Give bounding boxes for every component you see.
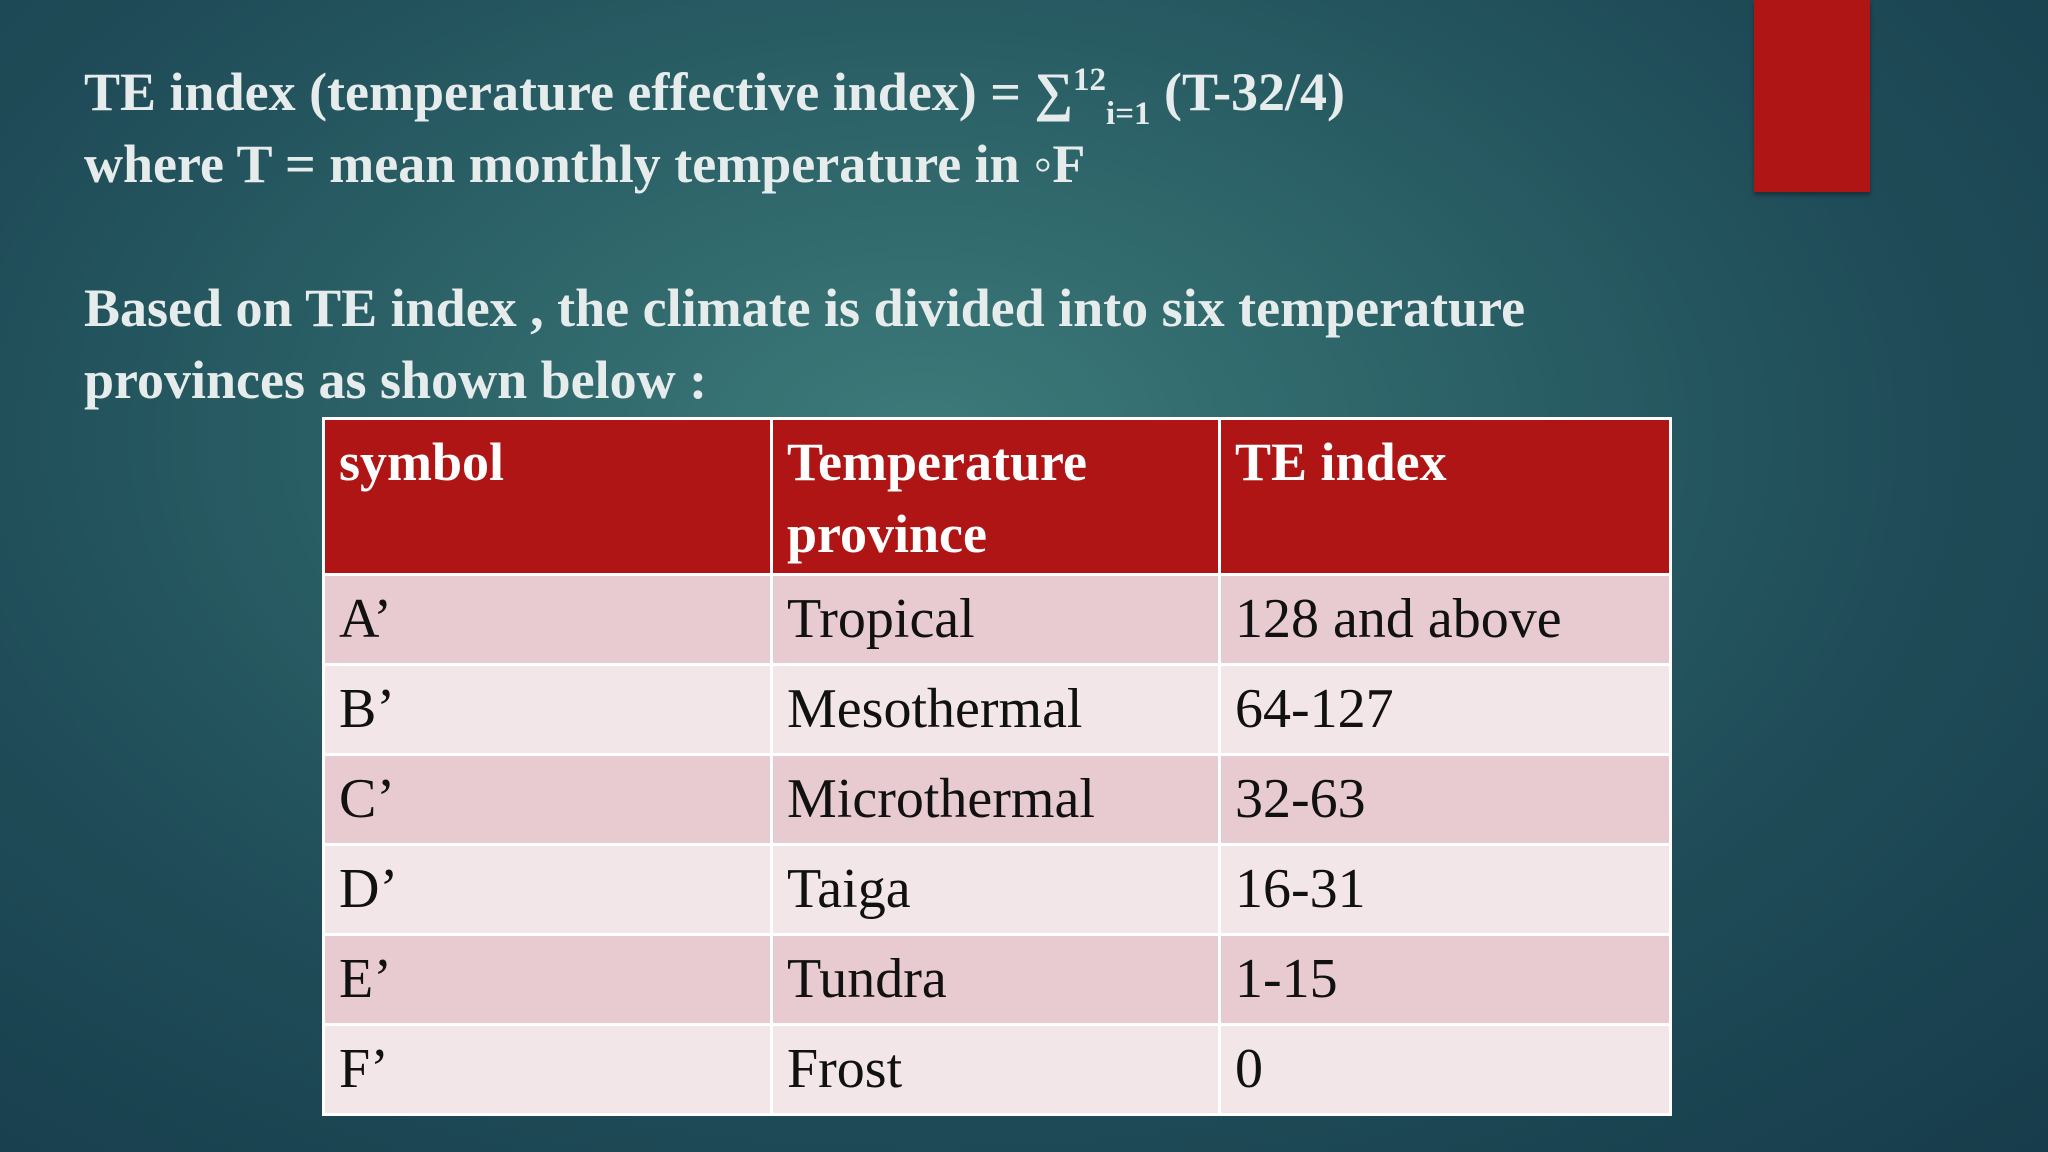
cell-te-index: 32-63 xyxy=(1218,753,1672,846)
cell-te-index: 64-127 xyxy=(1218,663,1672,756)
cell-symbol: B’ xyxy=(322,663,773,756)
cell-symbol: E’ xyxy=(322,933,773,1026)
formula-tail: (T-32/4) xyxy=(1150,62,1346,122)
table-row: D’ Taiga 16-31 xyxy=(322,843,1672,936)
cell-symbol: A’ xyxy=(322,573,773,666)
table-row: E’ Tundra 1-15 xyxy=(322,933,1672,1026)
cell-te-index: 1-15 xyxy=(1218,933,1672,1026)
division-line-1: Based on TE index , the climate is divid… xyxy=(84,278,1526,338)
header-te-index: TE index xyxy=(1218,417,1672,576)
division-line-2: provinces as shown below : xyxy=(84,350,708,410)
temperature-province-table: symbol Temperature province TE index A’ … xyxy=(322,417,1672,1116)
where-line: where T = mean monthly temperature in ◦F xyxy=(84,134,1086,194)
formula-line: TE index (temperature effective index) =… xyxy=(84,56,1724,131)
table-row: A’ Tropical 128 and above xyxy=(322,573,1672,666)
cell-province: Tropical xyxy=(770,573,1221,666)
cell-province: Mesothermal xyxy=(770,663,1221,756)
table-row: C’ Microthermal 32-63 xyxy=(322,753,1672,846)
slide-text: TE index (temperature effective index) =… xyxy=(84,56,1724,416)
table-header-row: symbol Temperature province TE index xyxy=(322,417,1672,576)
cell-province: Tundra xyxy=(770,933,1221,1026)
cell-province: Microthermal xyxy=(770,753,1221,846)
cell-te-index: 16-31 xyxy=(1218,843,1672,936)
cell-symbol: C’ xyxy=(322,753,773,846)
sum-upper: 12 xyxy=(1073,62,1107,98)
table-row: B’ Mesothermal 64-127 xyxy=(322,663,1672,756)
cell-te-index: 0 xyxy=(1218,1023,1672,1116)
accent-bar xyxy=(1754,0,1870,192)
sum-lower: i=1 xyxy=(1106,96,1151,132)
cell-province: Frost xyxy=(770,1023,1221,1116)
formula-lead: TE index (temperature effective index) = xyxy=(84,62,1035,122)
sum-symbol: ∑ xyxy=(1034,62,1074,122)
cell-symbol: D’ xyxy=(322,843,773,936)
cell-province: Taiga xyxy=(770,843,1221,936)
cell-te-index: 128 and above xyxy=(1218,573,1672,666)
header-symbol: symbol xyxy=(322,417,773,576)
header-temperature-province: Temperature province xyxy=(770,417,1221,576)
cell-symbol: F’ xyxy=(322,1023,773,1116)
table-row: F’ Frost 0 xyxy=(322,1023,1672,1116)
